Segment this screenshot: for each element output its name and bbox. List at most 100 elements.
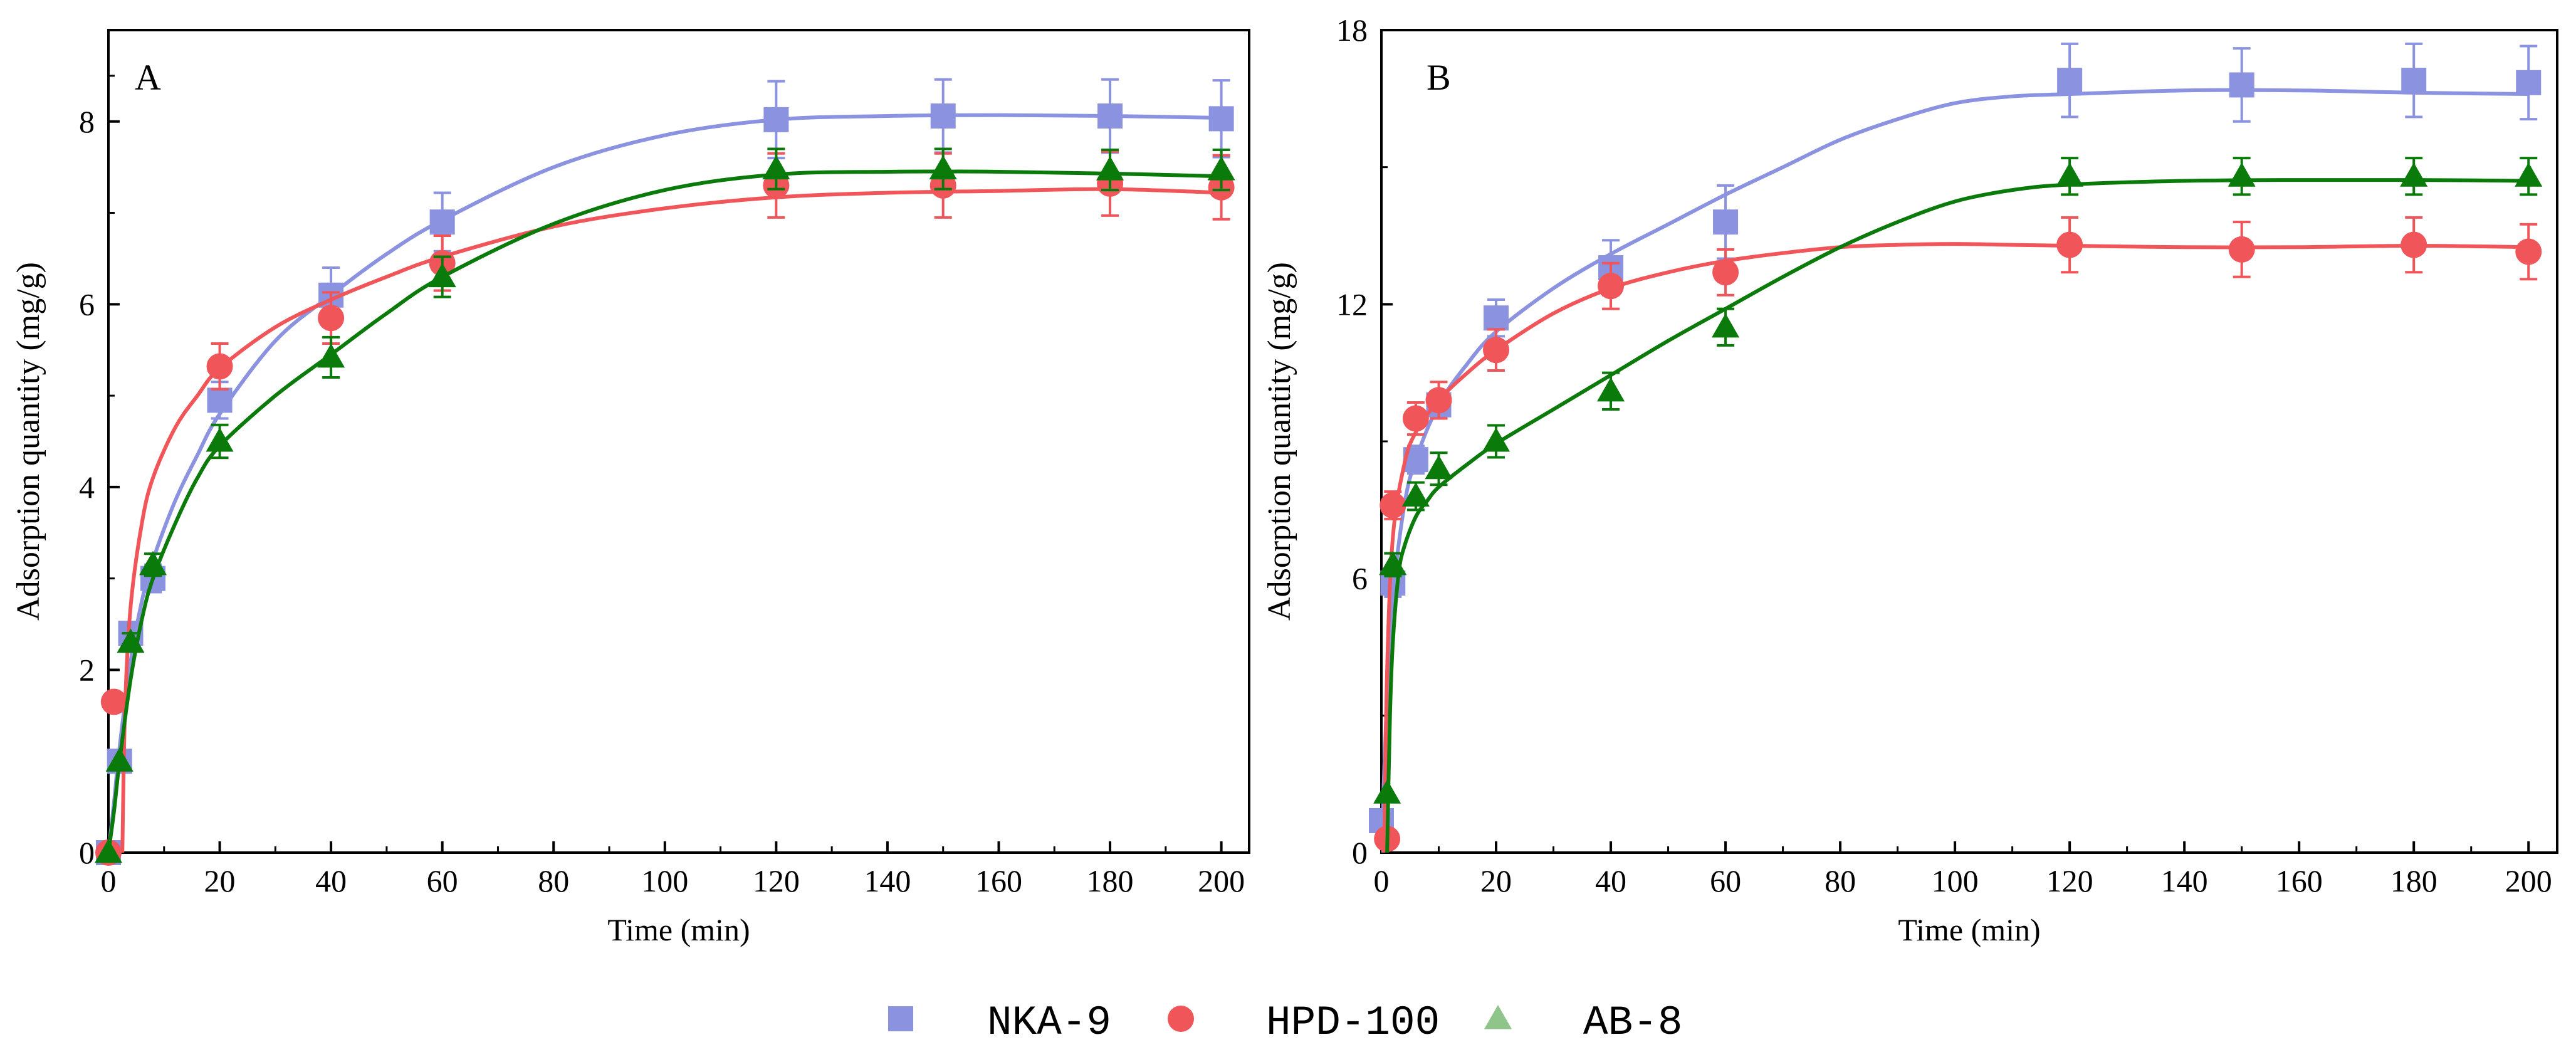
data-point — [206, 427, 234, 452]
y-tick-label: 0 — [79, 835, 95, 870]
data-point — [139, 550, 167, 576]
series-ab-8 — [94, 147, 1235, 863]
x-tick-label: 140 — [864, 863, 911, 898]
data-point — [2516, 70, 2542, 95]
legend-marker-nka-9 — [888, 1006, 913, 1031]
data-point — [207, 387, 233, 413]
legend-label: AB-8 — [1583, 999, 1682, 1046]
data-point — [429, 209, 455, 235]
data-point — [762, 155, 790, 180]
x-axis-title: Time (min) — [607, 912, 750, 947]
y-tick-label: 8 — [79, 104, 95, 139]
x-tick-label: 100 — [641, 863, 688, 898]
data-point — [1712, 313, 1740, 338]
data-point — [2515, 162, 2543, 187]
y-tick-label: 6 — [79, 287, 95, 322]
data-point — [2515, 238, 2542, 265]
data-point — [1096, 155, 1124, 181]
x-tick-label: 200 — [1198, 863, 1245, 898]
data-point — [428, 263, 456, 288]
x-tick-label: 40 — [1595, 863, 1626, 898]
y-tick-label: 0 — [1352, 835, 1368, 870]
legend-label: NKA-9 — [987, 999, 1111, 1046]
x-tick-label: 160 — [975, 863, 1022, 898]
x-tick-label: 60 — [1710, 863, 1741, 898]
data-point — [206, 353, 233, 380]
legend-marker-hpd-100 — [1168, 1006, 1194, 1032]
data-point — [2056, 231, 2083, 258]
data-point — [1425, 455, 1453, 480]
data-point — [94, 838, 123, 863]
x-tick-label: 80 — [1825, 863, 1856, 898]
x-tick-label: 180 — [1087, 863, 1134, 898]
data-point — [1402, 405, 1429, 432]
data-point — [117, 628, 145, 653]
data-point — [1713, 209, 1739, 235]
x-tick-label: 160 — [2276, 863, 2323, 898]
data-point — [930, 103, 956, 129]
x-tick-label: 200 — [2505, 863, 2552, 898]
data-point — [2229, 72, 2254, 98]
x-tick-label: 20 — [1480, 863, 1512, 898]
data-point — [2056, 162, 2084, 187]
data-point — [1379, 550, 1407, 576]
data-point — [2228, 162, 2256, 187]
data-point — [1208, 106, 1234, 132]
x-axis-title: Time (min) — [1898, 912, 2040, 947]
series-ab-8 — [1373, 157, 2543, 853]
data-point — [1596, 377, 1625, 402]
y-tick-label: 4 — [79, 470, 95, 505]
fit-curve — [120, 187, 1222, 853]
series-nka-9 — [1369, 42, 2542, 853]
data-point — [763, 107, 789, 132]
x-tick-label: 100 — [1932, 863, 1979, 898]
series-nka-9 — [96, 78, 1234, 865]
y-tick-label: 2 — [79, 652, 95, 687]
panel-label: B — [1427, 57, 1451, 98]
data-point — [1207, 155, 1235, 181]
data-point — [1380, 492, 1406, 519]
data-point — [1401, 482, 1430, 507]
x-tick-label: 120 — [2046, 863, 2093, 898]
data-point — [2401, 231, 2427, 258]
legend-label: HPD-100 — [1266, 999, 1440, 1046]
data-point — [1598, 273, 1625, 300]
data-point — [1482, 427, 1511, 452]
y-axis-title: Adsorption quantity (mg/g) — [1262, 262, 1297, 621]
y-axis-title: Adsorption quantity (mg/g) — [11, 262, 46, 621]
fit-curve — [1382, 242, 2529, 853]
y-tick-label: 18 — [1336, 13, 1368, 48]
x-tick-label: 80 — [538, 863, 569, 898]
x-tick-label: 140 — [2161, 863, 2208, 898]
data-point — [2400, 162, 2428, 187]
fit-curve — [108, 113, 1222, 853]
x-tick-label: 0 — [101, 863, 117, 898]
fit-curve — [1385, 177, 2529, 853]
panel-a: 0 20 40 60 80 100 120 140 160 180 200 0 2 4 6 8 Time (mi… — [11, 29, 1250, 947]
plot-frame — [107, 29, 1250, 854]
legend: NKA-9 HPD-100 AB-8 — [888, 999, 1682, 1046]
data-point — [2228, 236, 2255, 263]
data-point — [1373, 779, 1401, 804]
data-point — [1097, 103, 1123, 129]
fit-curve — [1381, 88, 2529, 853]
x-tick-label: 20 — [204, 863, 236, 898]
data-point — [318, 305, 345, 332]
data-point — [2057, 68, 2083, 93]
data-point — [2401, 68, 2427, 93]
series-hpd-100 — [1374, 216, 2542, 853]
x-tick-label: 60 — [427, 863, 458, 898]
fit-curve — [108, 169, 1222, 853]
data-point — [1484, 305, 1509, 331]
x-tick-label: 180 — [2390, 863, 2437, 898]
data-point — [1712, 259, 1739, 286]
x-tick-label: 120 — [753, 863, 800, 898]
x-tick-label: 40 — [315, 863, 347, 898]
data-point — [105, 747, 134, 772]
data-point — [929, 155, 957, 180]
y-tick-label: 12 — [1336, 287, 1368, 322]
y-tick-label: 6 — [1352, 561, 1368, 596]
plot-frame — [1380, 29, 2558, 854]
panel-label: A — [135, 57, 161, 98]
